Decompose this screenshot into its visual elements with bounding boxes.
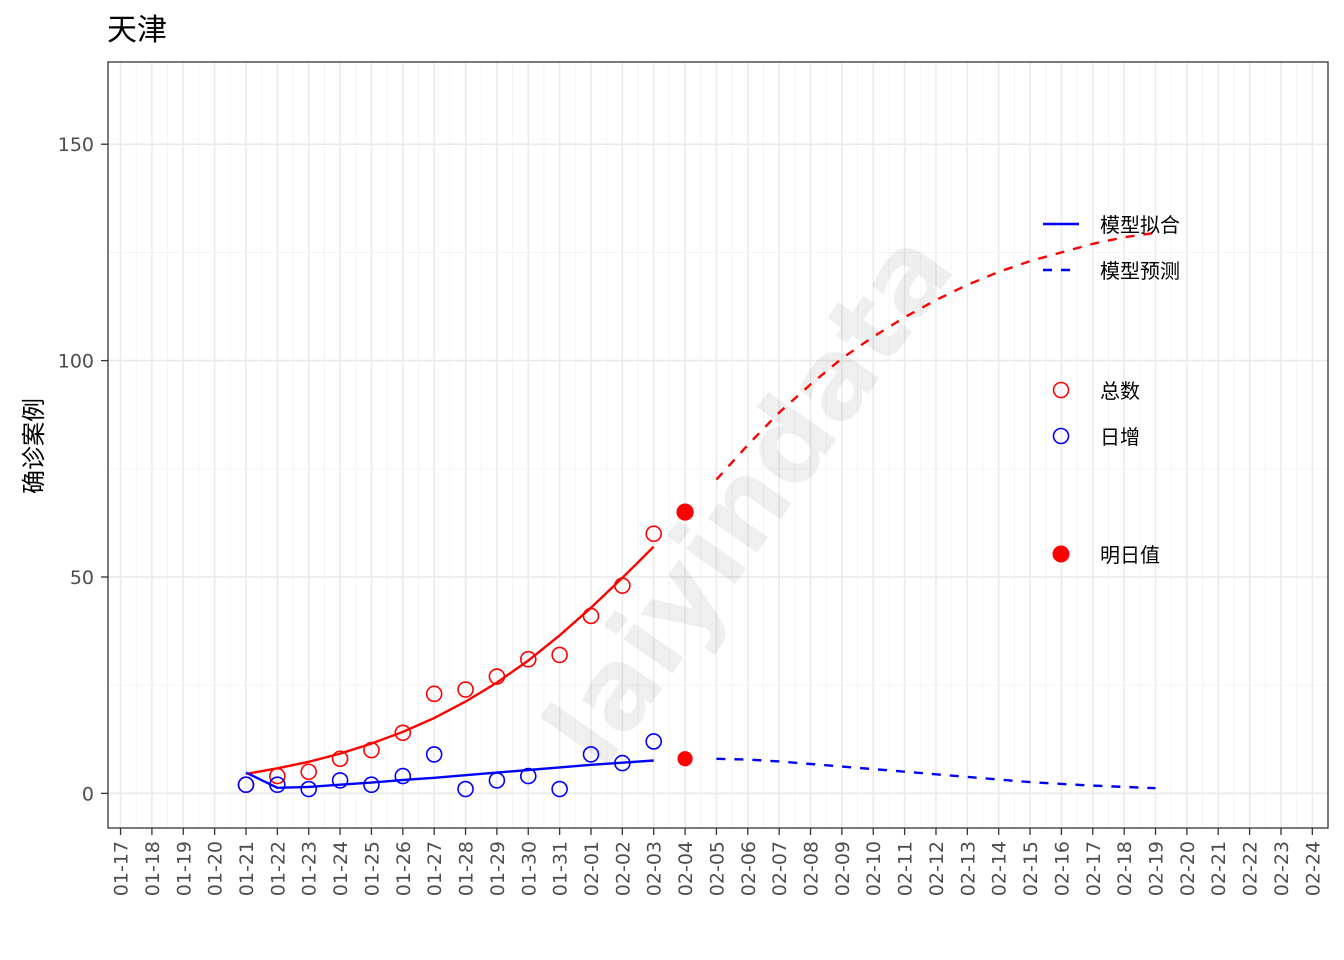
total-point: [300, 763, 318, 781]
total-point: [645, 525, 663, 543]
y-tick-label: 100: [58, 351, 94, 373]
legend-label: 总数: [1100, 379, 1140, 403]
x-tick-label: 02-01: [581, 841, 603, 896]
x-tick-label: 01-29: [487, 841, 509, 896]
x-tick-label: 01-30: [518, 841, 540, 896]
x-tick-label: 01-21: [236, 841, 258, 896]
daily-point: [551, 780, 568, 798]
daily-point: [488, 772, 506, 789]
x-tick-label: 02-16: [1051, 841, 1073, 896]
watermark: laiyindata: [519, 209, 978, 788]
legend-key-marker: [1052, 545, 1070, 563]
x-tick-label: 02-05: [706, 841, 728, 896]
x-tick-label: 02-20: [1177, 841, 1199, 896]
total-point: [394, 724, 412, 742]
legend-label: 模型预测: [1100, 259, 1180, 283]
x-tick-label: 01-23: [299, 841, 321, 896]
total-point: [269, 767, 286, 785]
y-axis: 0 50 100 150: [58, 134, 108, 805]
x-tick-label: 01-20: [205, 841, 227, 896]
total-point: [488, 668, 506, 685]
x-tick-label: 01-26: [393, 841, 415, 896]
x-tick-label: 02-09: [832, 841, 854, 896]
y-tick-label: 150: [58, 134, 94, 156]
x-tick-label: 01-27: [424, 841, 446, 896]
total-point: [582, 607, 600, 625]
daily-point: [645, 733, 663, 750]
series-layer: [237, 231, 1156, 798]
daily-point: [582, 746, 600, 763]
x-tick-label: 02-10: [863, 841, 885, 896]
x-tick-label: 02-15: [1020, 841, 1042, 896]
daily-point: [331, 772, 349, 789]
x-tick-label: 02-17: [1083, 841, 1105, 896]
legend-key-point: [1052, 381, 1070, 399]
x-tick-label: 02-18: [1114, 841, 1136, 896]
x-tick-label: 02-21: [1208, 841, 1230, 896]
x-tick-label: 02-04: [675, 841, 697, 896]
total-point: [551, 646, 568, 664]
x-tick-label: 02-13: [957, 841, 979, 896]
x-tick-label: 01-28: [456, 841, 478, 896]
y-tick-label: 0: [82, 783, 94, 805]
total-point: [614, 577, 631, 594]
daily-point: [614, 754, 631, 772]
x-tick-label: 01-22: [267, 841, 289, 896]
y-axis-label: 确诊案例: [20, 398, 48, 494]
daily-point: [457, 780, 474, 798]
x-tick-label: 01-19: [173, 841, 195, 896]
x-tick-label: 02-07: [769, 841, 791, 896]
daily-point: [425, 746, 443, 763]
total-point: [363, 741, 380, 759]
x-tick-label: 01-18: [142, 841, 164, 896]
x-tick-label: 01-17: [111, 841, 133, 896]
fit-line: [245, 545, 655, 776]
daily-point: [519, 767, 537, 785]
legend-label: 模型拟合: [1100, 213, 1180, 237]
x-tick-label: 02-06: [738, 841, 760, 896]
x-tick-label: 02-22: [1240, 841, 1262, 896]
tomorrow-point: [677, 751, 693, 767]
x-axis: 01-17 01-18 01-19 01-20 01-21 01-22 01-23 01-24…: [111, 828, 1324, 896]
daily-point: [363, 776, 380, 794]
daily-point: [237, 776, 255, 794]
daily-point: [394, 767, 412, 785]
prediction-line: [716, 757, 1156, 790]
total-point: [425, 685, 443, 703]
tomorrow-point: [676, 503, 694, 521]
x-tick-label: 01-31: [550, 841, 572, 896]
x-tick-label: 01-25: [361, 841, 383, 896]
total-point: [519, 650, 537, 668]
legend-label: 日增: [1100, 425, 1140, 449]
x-tick-label: 02-03: [644, 841, 666, 896]
daily-point: [300, 780, 318, 798]
legend-key-point: [1052, 427, 1070, 445]
chart-title: 天津: [107, 13, 167, 48]
y-tick-label: 50: [70, 567, 94, 589]
x-tick-label: 02-12: [926, 841, 948, 896]
x-tick-label: 02-14: [989, 841, 1011, 896]
fit-line: [245, 759, 654, 790]
daily-point: [269, 776, 286, 794]
x-tick-label: 01-24: [330, 841, 352, 896]
plot-border: [107, 61, 1329, 829]
x-tick-label: 02-02: [612, 841, 634, 896]
total-point: [331, 750, 349, 768]
total-point: [457, 681, 474, 698]
x-tick-label: 02-08: [801, 841, 823, 896]
legend-label: 明日值: [1100, 543, 1160, 567]
x-tick-label: 02-23: [1271, 841, 1293, 896]
x-tick-label: 02-19: [1146, 841, 1168, 896]
x-tick-label: 02-11: [895, 841, 917, 896]
x-tick-label: 02-24: [1302, 841, 1324, 896]
